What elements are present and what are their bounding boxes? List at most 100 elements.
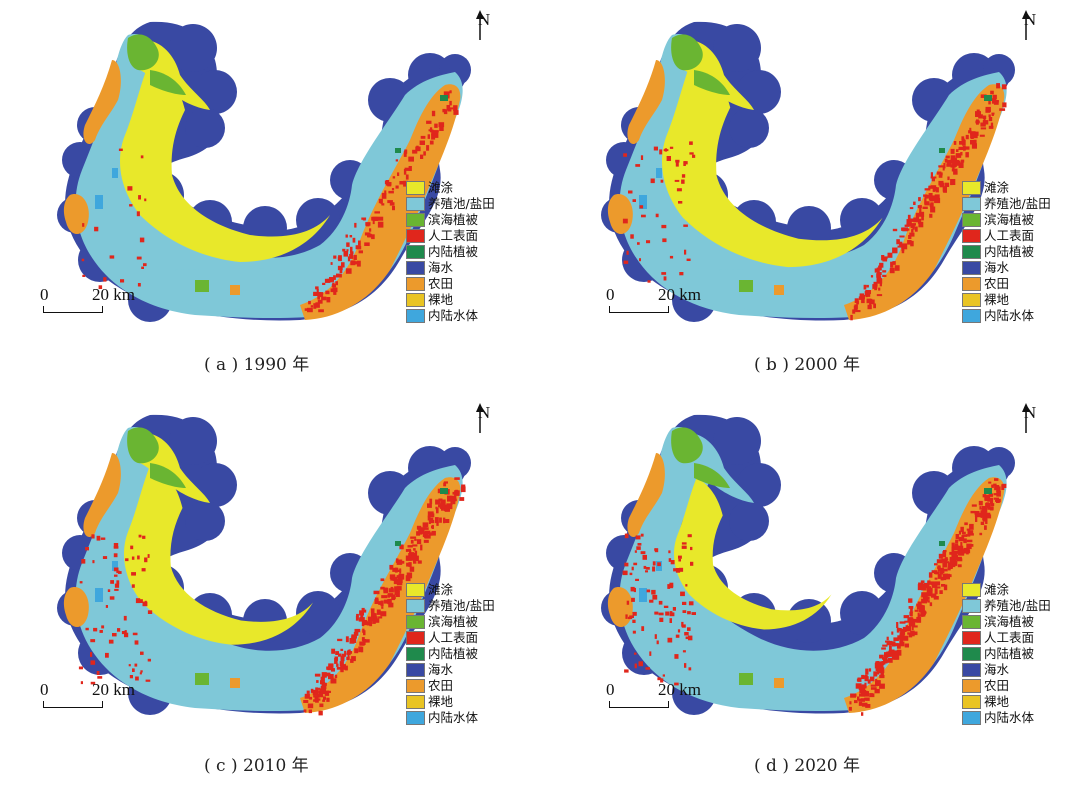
artificial-surface-patch <box>874 287 877 291</box>
artificial-surface-patch <box>988 109 991 112</box>
artificial-surface-patch <box>454 477 460 480</box>
artificial-surface-patch <box>913 631 918 636</box>
artificial-surface-patch <box>980 94 987 98</box>
scale-distance-label: 20 km <box>658 285 701 304</box>
artificial-surface-patch <box>419 140 425 145</box>
artificial-surface-patch <box>875 678 878 684</box>
artificial-surface-patch <box>630 586 635 592</box>
artificial-surface-patch <box>866 284 869 288</box>
artificial-surface-patch <box>878 265 882 271</box>
artificial-surface-patch <box>935 571 938 575</box>
artificial-surface-patch <box>638 661 643 667</box>
artificial-surface-patch <box>920 580 925 584</box>
artificial-surface-patch <box>674 654 679 659</box>
artificial-surface-patch <box>951 168 958 172</box>
artificial-surface-patch <box>684 663 687 668</box>
artificial-surface-patch <box>422 531 426 538</box>
artificial-surface-patch <box>683 224 688 227</box>
artificial-surface-patch <box>879 654 884 659</box>
artificial-surface-patch <box>358 646 362 653</box>
artificial-surface-patch <box>413 561 417 564</box>
artificial-surface-patch <box>376 609 381 615</box>
artificial-surface-patch <box>955 539 959 544</box>
artificial-surface-patch <box>937 566 941 569</box>
artificial-surface-patch <box>906 223 912 227</box>
artificial-surface-patch <box>388 588 394 593</box>
artificial-surface-patch <box>624 533 629 539</box>
artificial-surface-patch <box>113 553 118 558</box>
artificial-surface-patch <box>960 542 963 548</box>
artificial-surface-patch <box>899 241 903 247</box>
artificial-surface-patch <box>127 186 133 191</box>
artificial-surface-patch <box>90 681 96 685</box>
artificial-surface-patch <box>891 642 895 645</box>
artificial-surface-patch <box>940 576 947 581</box>
map-panel-c: N 0 20 km 滩涂 养殖池/盐田 滨海植被 人工表面 内陆植被 海水 农田 裸地 内陆水体… <box>0 393 544 786</box>
artificial-surface-patch <box>307 307 313 313</box>
artificial-surface-patch <box>328 663 334 668</box>
artificial-surface-patch <box>435 499 441 505</box>
artificial-surface-patch <box>391 188 395 191</box>
scale-zero-label: 0 <box>606 680 615 699</box>
artificial-surface-patch <box>94 226 99 232</box>
artificial-surface-patch <box>916 616 922 623</box>
artificial-surface-patch <box>347 654 350 659</box>
artificial-surface-patch <box>865 292 871 297</box>
legend-item: 海水 <box>406 260 495 276</box>
north-arrow: N <box>474 10 494 40</box>
artificial-surface-patch <box>852 309 856 314</box>
artificial-surface-patch <box>975 516 978 522</box>
artificial-surface-patch <box>961 136 965 141</box>
artificial-surface-patch <box>114 574 118 577</box>
artificial-surface-patch <box>876 267 880 272</box>
artificial-surface-patch <box>345 665 348 671</box>
artificial-surface-patch <box>858 686 861 690</box>
artificial-surface-patch <box>913 201 916 205</box>
artificial-surface-patch <box>408 156 414 162</box>
artificial-surface-patch <box>341 262 345 268</box>
artificial-surface-patch <box>336 666 342 670</box>
artificial-surface-patch <box>657 562 661 567</box>
artificial-surface-patch <box>676 188 682 192</box>
artificial-surface-patch <box>951 546 955 553</box>
artificial-surface-patch <box>123 615 127 621</box>
north-arrow-icon <box>1022 403 1030 433</box>
land-cover-map <box>601 414 1015 716</box>
artificial-surface-patch <box>117 628 121 632</box>
artificial-surface-patch <box>865 668 869 675</box>
north-arrow-icon <box>1022 10 1030 40</box>
artificial-surface-patch <box>645 570 648 573</box>
artificial-surface-patch <box>964 146 970 150</box>
artificial-surface-patch <box>954 545 959 550</box>
artificial-surface-patch <box>663 605 669 608</box>
artificial-surface-patch <box>919 608 925 613</box>
scale-line <box>609 306 669 313</box>
artificial-surface-patch <box>920 610 926 616</box>
tidal-flat-area <box>124 463 314 645</box>
farmland-area <box>230 678 240 688</box>
scale-bar: 0 20 km <box>606 680 726 720</box>
artificial-surface-patch <box>675 159 680 163</box>
artificial-surface-patch <box>889 645 892 651</box>
legend-label: 内陆植被 <box>428 244 479 259</box>
artificial-surface-patch <box>416 145 419 151</box>
artificial-surface-patch <box>942 573 948 579</box>
artificial-surface-patch <box>910 630 915 637</box>
artificial-surface-patch <box>337 638 343 642</box>
artificial-surface-patch <box>314 673 321 677</box>
artificial-surface-patch <box>632 630 636 634</box>
artificial-surface-patch <box>934 577 938 580</box>
artificial-surface-patch <box>960 159 965 163</box>
legend-item: 裸地 <box>406 694 495 710</box>
artificial-surface-patch <box>879 683 885 689</box>
legend: 滩涂 养殖池/盐田 滨海植被 人工表面 内陆植被 海水 农田 裸地 内陆水体 <box>406 180 495 324</box>
artificial-surface-patch <box>876 278 883 284</box>
legend-swatch-icon <box>406 647 425 661</box>
artificial-surface-patch <box>91 534 95 539</box>
artificial-surface-patch <box>631 566 634 571</box>
artificial-surface-patch <box>128 664 131 667</box>
artificial-surface-patch <box>130 545 134 550</box>
artificial-surface-patch <box>81 258 85 262</box>
artificial-surface-patch <box>78 666 83 670</box>
artificial-surface-patch <box>909 232 915 237</box>
